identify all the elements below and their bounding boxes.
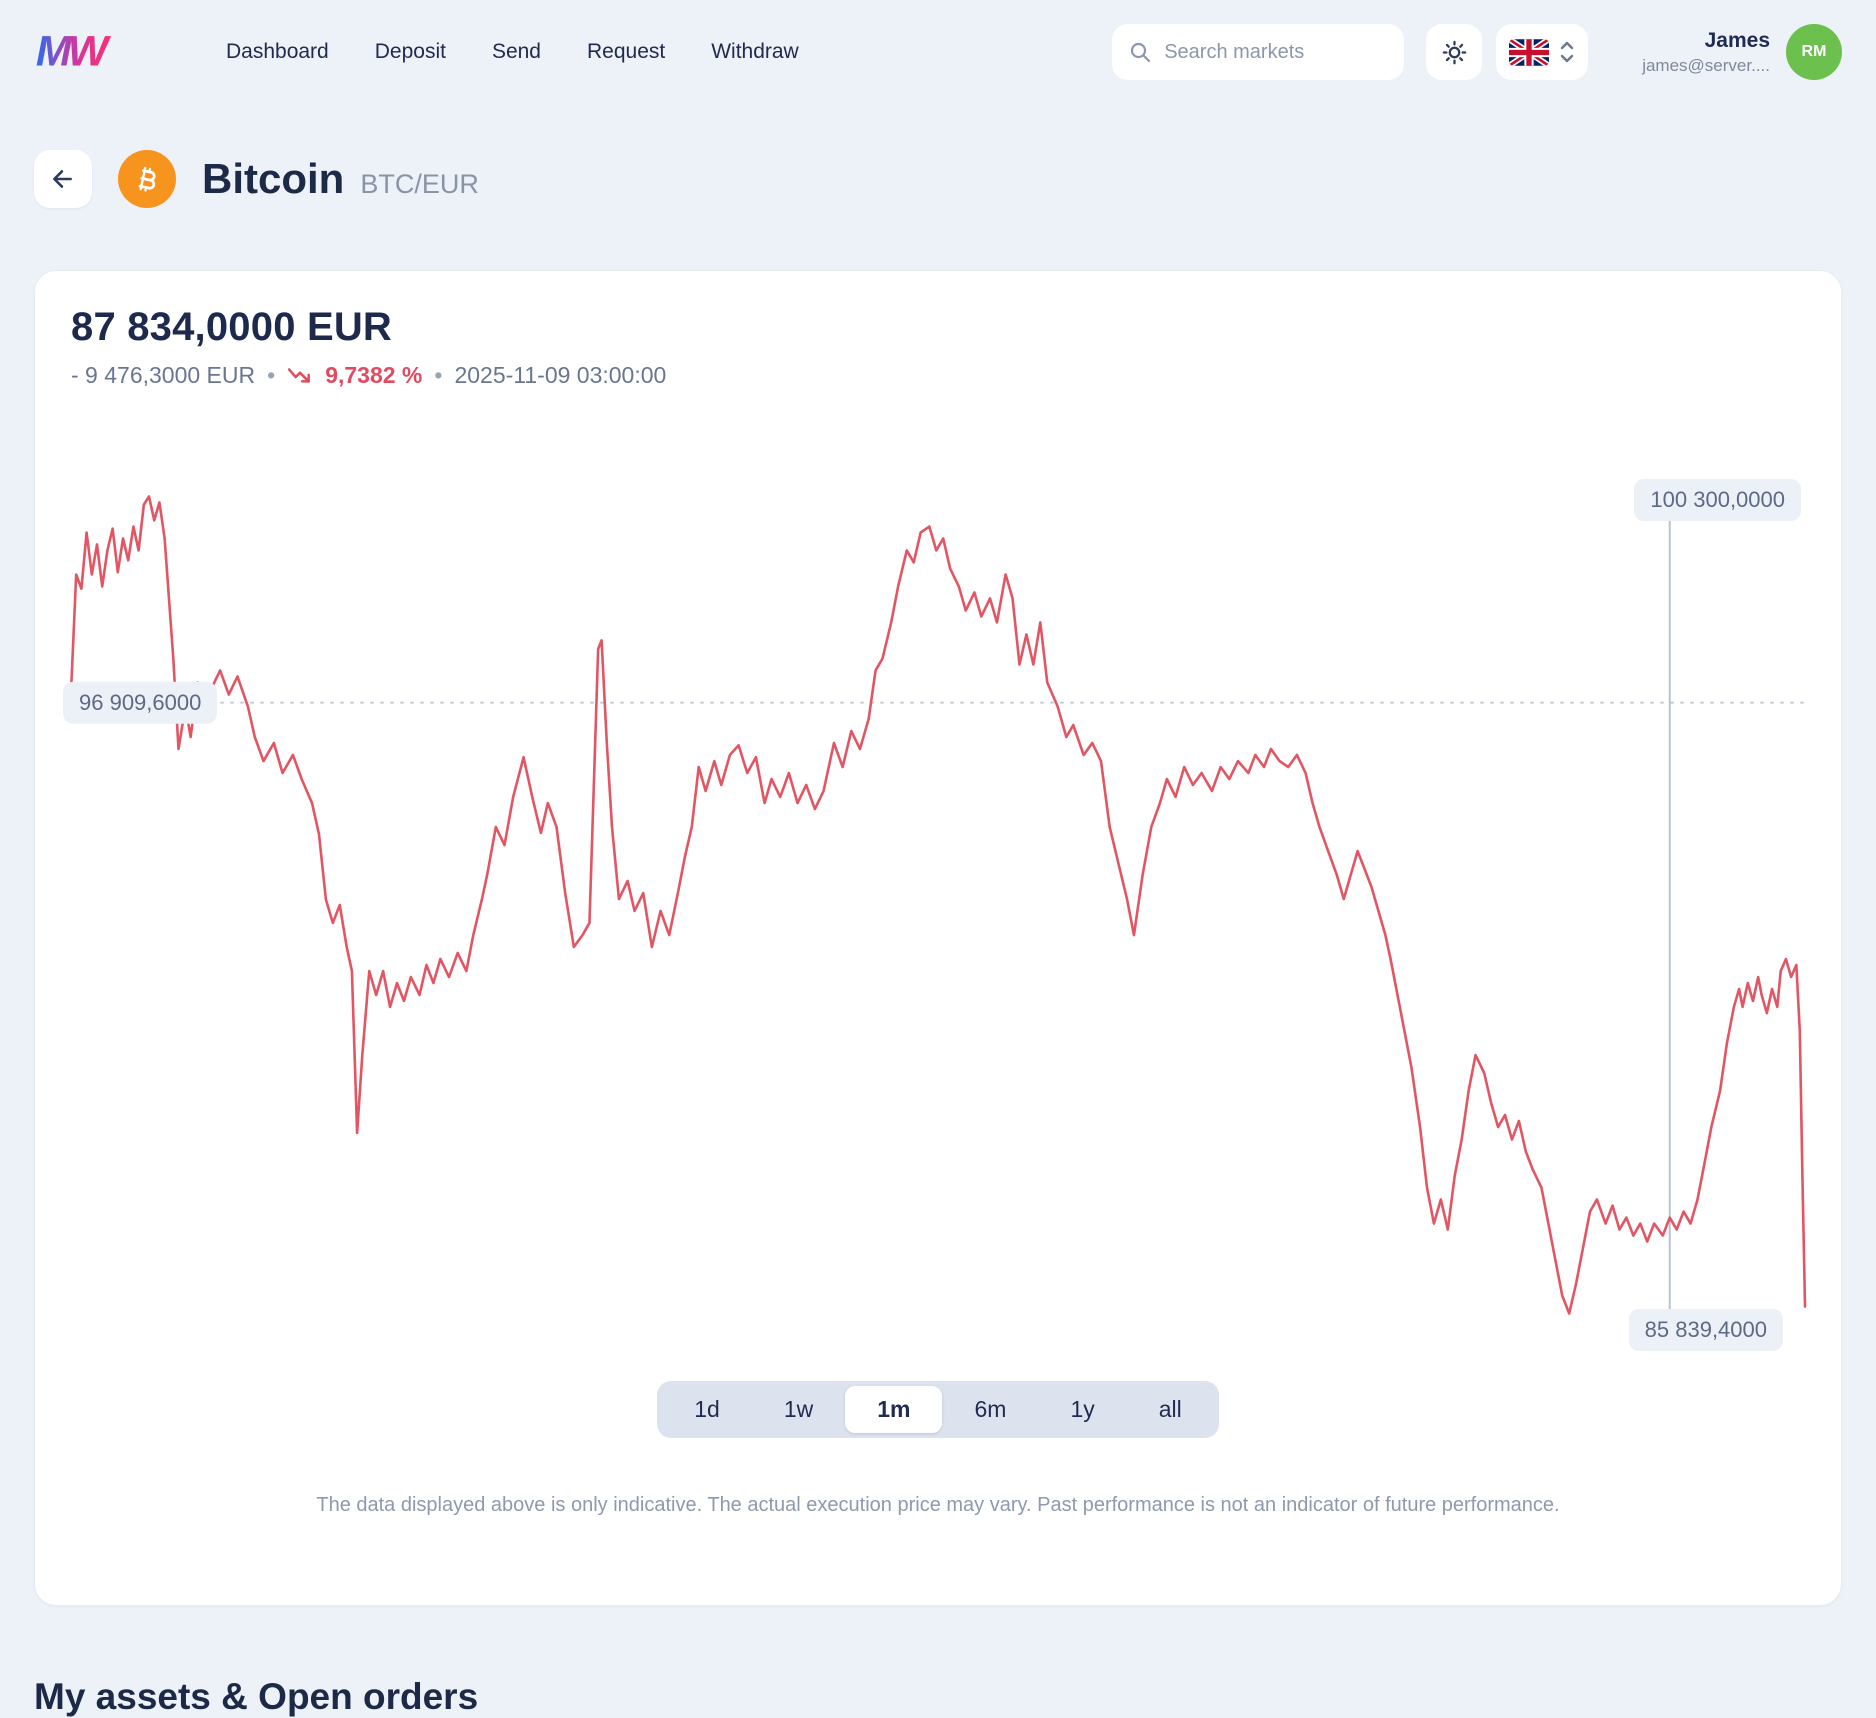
avatar-initials: RM: [1801, 43, 1827, 60]
chart-disclaimer: The data displayed above is only indicat…: [316, 1494, 1560, 1516]
search-icon: [1128, 40, 1152, 64]
price-timestamp: 2025-11-09 03:00:00: [454, 362, 667, 388]
back-button[interactable]: [34, 150, 92, 208]
asset-header: Bitcoin BTC/EUR: [34, 150, 1842, 208]
language-selector[interactable]: [1496, 24, 1589, 80]
search-input[interactable]: [1164, 40, 1430, 64]
price-chart-canvas[interactable]: [71, 485, 1805, 1325]
range-1d[interactable]: 1d: [662, 1386, 752, 1433]
current-price: 87 834,0000 EUR: [71, 305, 393, 349]
user-name: James: [1704, 29, 1770, 53]
nav-request[interactable]: Request: [586, 40, 666, 63]
asset-title: Bitcoin BTC/EUR: [202, 155, 479, 203]
nav-dashboard[interactable]: Dashboard: [226, 40, 329, 63]
reference-price-tag: 96 909,6000: [63, 681, 218, 724]
crosshair-high-tag: 100 300,0000: [1634, 479, 1801, 522]
separator-dot: •: [434, 362, 443, 388]
range-selector-row: 1d 1w 1m 6m 1y all: [71, 1381, 1805, 1438]
search-box: [1112, 24, 1430, 80]
chevron-up-down-icon: [1559, 38, 1575, 66]
uk-flag-icon: [1509, 38, 1550, 66]
crosshair-low-tag: 85 839,4000: [1628, 1308, 1783, 1351]
svg-text:MW: MW: [36, 28, 112, 76]
theme-toggle-button[interactable]: [1426, 24, 1483, 80]
nav-withdraw[interactable]: Withdraw: [711, 40, 799, 63]
range-selector: 1d 1w 1m 6m 1y all: [657, 1381, 1219, 1438]
price-change-row: - 9 476,3000 EUR • 9,7382 % • 2025-11-09…: [71, 362, 1805, 389]
back-arrow-icon: [50, 166, 76, 192]
asset-pair: BTC/EUR: [360, 169, 479, 199]
range-1w[interactable]: 1w: [752, 1386, 845, 1433]
change-amount: - 9 476,3000 EUR: [71, 362, 256, 388]
range-1y[interactable]: 1y: [1038, 1386, 1126, 1433]
price-card: 87 834,0000 EUR - 9 476,3000 EUR • 9,738…: [34, 270, 1842, 1606]
change-percent: 9,7382 %: [325, 362, 423, 388]
trend-down-icon: [287, 365, 313, 387]
section-title-assets-orders: My assets & Open orders: [34, 1676, 479, 1717]
avatar[interactable]: RM: [1786, 24, 1842, 80]
user-menu[interactable]: James james@server....: [1642, 27, 1770, 76]
asset-name: Bitcoin: [202, 155, 345, 202]
top-bar: MW Dashboard Deposit Send Request Withdr…: [0, 0, 1876, 80]
range-all[interactable]: all: [1127, 1386, 1214, 1433]
separator-dot: •: [267, 362, 276, 388]
user-email: james@server....: [1642, 55, 1770, 75]
price-chart: 96 909,6000 100 300,0000 85 839,4000: [63, 479, 1805, 1351]
sun-icon: [1441, 39, 1468, 66]
bitcoin-icon: [118, 150, 176, 208]
app-logo-icon: MW: [36, 28, 116, 76]
nav-send[interactable]: Send: [491, 40, 541, 63]
range-1m[interactable]: 1m: [845, 1386, 943, 1433]
range-6m[interactable]: 6m: [942, 1386, 1038, 1433]
nav-deposit[interactable]: Deposit: [374, 40, 446, 63]
main-nav: Dashboard Deposit Send Request Withdraw: [226, 40, 799, 64]
app-logo[interactable]: MW: [34, 27, 134, 77]
